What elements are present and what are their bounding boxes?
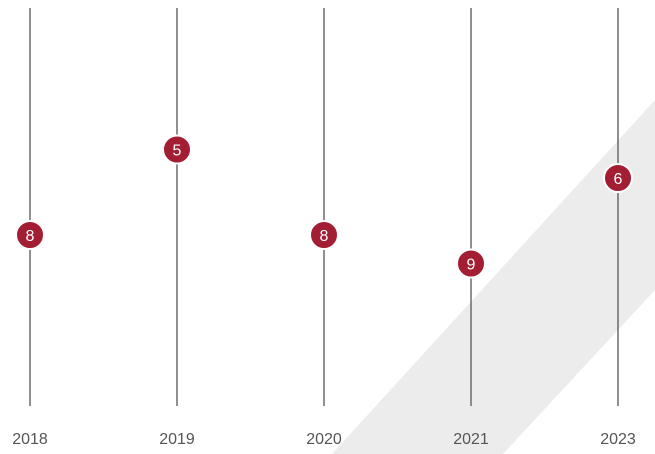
marker-dot-2021[interactable] xyxy=(456,248,486,279)
marker-2023[interactable]: 6 xyxy=(603,163,633,193)
data-label-2020: 8 xyxy=(320,228,329,245)
data-label-2019: 5 xyxy=(173,143,182,160)
background-band xyxy=(332,100,655,454)
markers: 8 5 8 9 6 xyxy=(15,134,633,279)
tick-label-2021: 2021 xyxy=(453,431,489,448)
tick-label-2019: 2019 xyxy=(159,431,195,448)
marker-2020[interactable]: 8 xyxy=(309,220,339,250)
tick-label-2020: 2020 xyxy=(306,431,342,448)
marker-dot-2020[interactable] xyxy=(309,220,339,250)
marker-dot-2023[interactable] xyxy=(603,163,633,193)
marker-2019[interactable]: 5 xyxy=(162,134,192,165)
marker-2021[interactable]: 9 xyxy=(456,248,486,279)
marker-dot-2018[interactable] xyxy=(15,220,45,250)
tick-labels: 2018 2019 2020 2021 2023 xyxy=(12,431,636,448)
tick-label-2018: 2018 xyxy=(12,431,48,448)
marker-dot-2019[interactable] xyxy=(162,134,192,165)
axis-lines xyxy=(29,8,619,406)
tick-label-2023: 2023 xyxy=(600,431,636,448)
marker-2018[interactable]: 8 xyxy=(15,220,45,250)
data-label-2018: 8 xyxy=(26,228,35,245)
data-label-2021: 9 xyxy=(467,257,476,274)
data-label-2023: 6 xyxy=(614,171,623,188)
